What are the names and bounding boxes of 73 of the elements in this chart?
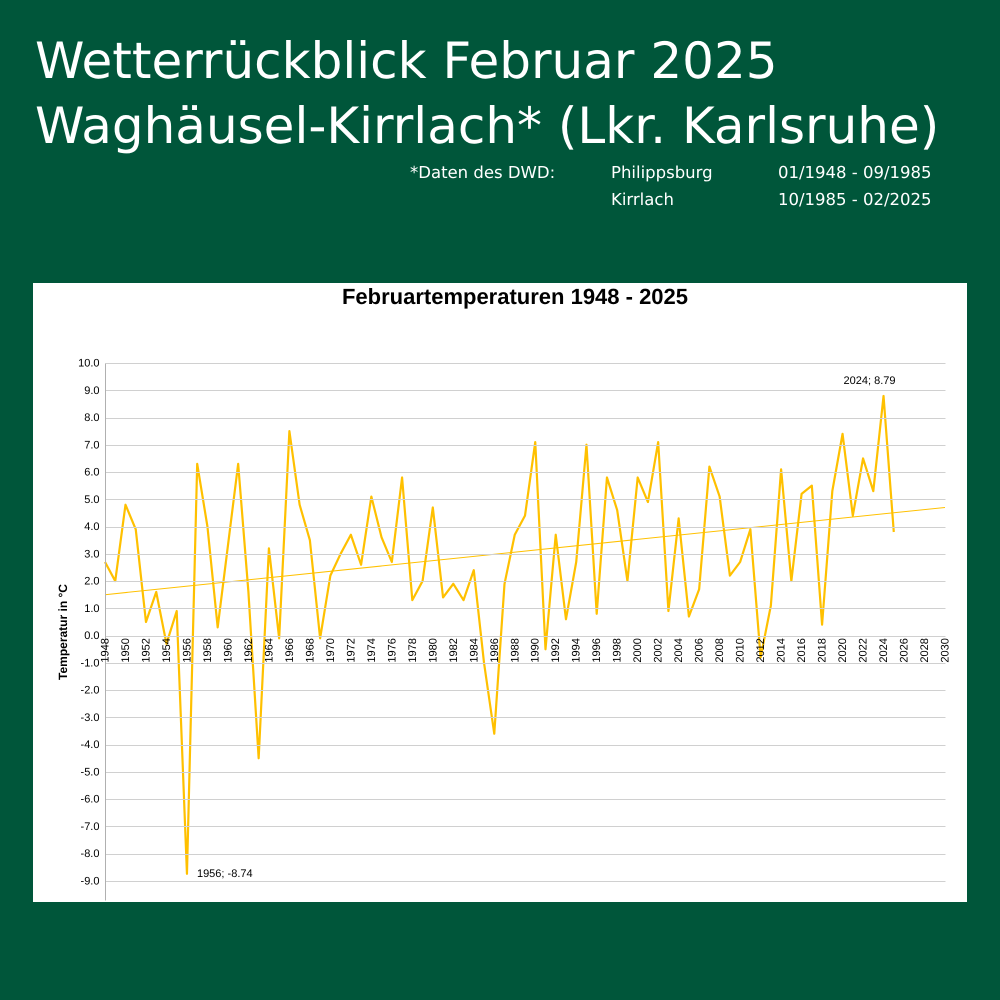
- x-tick-label: 1992: [550, 638, 562, 663]
- x-tick-label: 1982: [448, 638, 460, 663]
- y-tick-label: 8.0: [84, 412, 100, 424]
- x-tick-label: 2026: [898, 638, 911, 663]
- x-tick-label: 1960: [222, 638, 234, 663]
- x-tick-label: 2010: [734, 638, 747, 663]
- x-tick-label: 1956: [181, 638, 194, 663]
- x-tick-label: 1980: [427, 638, 440, 663]
- x-tick-label: 1996: [591, 638, 604, 663]
- x-tick-label: 1948: [100, 638, 112, 663]
- x-tick-label: 2002: [652, 638, 665, 663]
- y-tick-label: -4.0: [80, 739, 100, 752]
- y-tick-label: 4.0: [84, 521, 100, 534]
- x-tick-label: 2022: [858, 638, 870, 663]
- x-tick-label: 1964: [263, 638, 276, 663]
- x-tick-label: 1994: [570, 638, 583, 663]
- x-tick-label: 1958: [202, 638, 214, 663]
- y-tick-label: 9.0: [84, 384, 100, 397]
- y-tick-label: -9.0: [80, 875, 100, 888]
- x-tick-label: 1976: [386, 638, 398, 663]
- y-tick-label: 3.0: [84, 548, 100, 560]
- y-tick-label: 7.0: [84, 439, 100, 452]
- text: Kirrlach: [611, 190, 674, 209]
- chart-title: Februartemperaturen 1948 - 2025: [342, 284, 688, 309]
- y-axis-title: Temperatur in °C: [56, 584, 70, 680]
- x-tick-label: 2012: [755, 638, 768, 663]
- text: *Daten des DWD:: [410, 163, 556, 182]
- x-tick-label: 1990: [530, 638, 542, 663]
- y-tick-label: -5.0: [80, 766, 100, 778]
- y-tick-label: -8.0: [80, 848, 100, 860]
- x-tick-label: 2006: [694, 638, 706, 663]
- x-tick-label: 2030: [940, 638, 952, 663]
- x-tick-label: 1968: [304, 638, 316, 663]
- x-tick-label: 1974: [366, 638, 378, 663]
- x-tick-label: 1978: [406, 638, 419, 663]
- text: 10/1985 - 02/2025: [778, 190, 932, 209]
- x-tick-label: 1954: [160, 638, 173, 663]
- x-tick-label: 1984: [468, 638, 480, 663]
- y-tick-label: -3.0: [80, 712, 100, 724]
- y-tick-label: 2.0: [84, 576, 100, 588]
- x-tick-label: 2028: [919, 638, 932, 663]
- y-tick-label: 0.0: [84, 630, 100, 642]
- x-tick-label: 2020: [837, 638, 850, 663]
- annotation: 2024; 8.79: [844, 374, 896, 387]
- text: Waghäusel-Kirrlach* (Lkr. Karlsruhe): [35, 97, 940, 155]
- y-tick-label: -1.0: [80, 657, 100, 670]
- annotation: 1956; -8.74: [196, 868, 253, 880]
- x-tick-label: 1950: [120, 638, 132, 663]
- y-tick-label: -2.0: [80, 684, 100, 697]
- x-tick-label: 1966: [284, 638, 296, 663]
- x-tick-label: 2024: [878, 638, 890, 663]
- text: Wetterrückblick Februar 2025: [35, 32, 778, 90]
- y-tick-label: 10.0: [78, 358, 100, 370]
- text: 01/1948 - 09/1985: [778, 163, 932, 182]
- x-tick-label: 1972: [345, 638, 358, 663]
- y-tick-label: -6.0: [80, 794, 100, 806]
- text: Philippsburg: [611, 163, 713, 182]
- x-tick-label: 1988: [509, 638, 522, 663]
- x-tick-label: 2000: [632, 638, 644, 663]
- x-tick-label: 2014: [776, 638, 788, 663]
- x-tick-label: 2004: [673, 638, 686, 663]
- x-tick-label: 2018: [816, 638, 829, 663]
- x-tick-label: 1998: [612, 638, 624, 663]
- x-tick-label: 1986: [488, 638, 501, 663]
- x-tick-label: 1952: [140, 638, 152, 663]
- y-tick-label: 6.0: [84, 466, 100, 479]
- y-tick-label: 5.0: [84, 494, 100, 506]
- y-tick-label: -7.0: [80, 820, 100, 833]
- y-tick-label: 1.0: [84, 602, 100, 615]
- x-tick-label: 2016: [796, 638, 808, 663]
- x-tick-label: 1970: [324, 638, 337, 663]
- x-tick-label: 1962: [242, 638, 255, 663]
- x-tick-label: 2008: [714, 638, 726, 663]
